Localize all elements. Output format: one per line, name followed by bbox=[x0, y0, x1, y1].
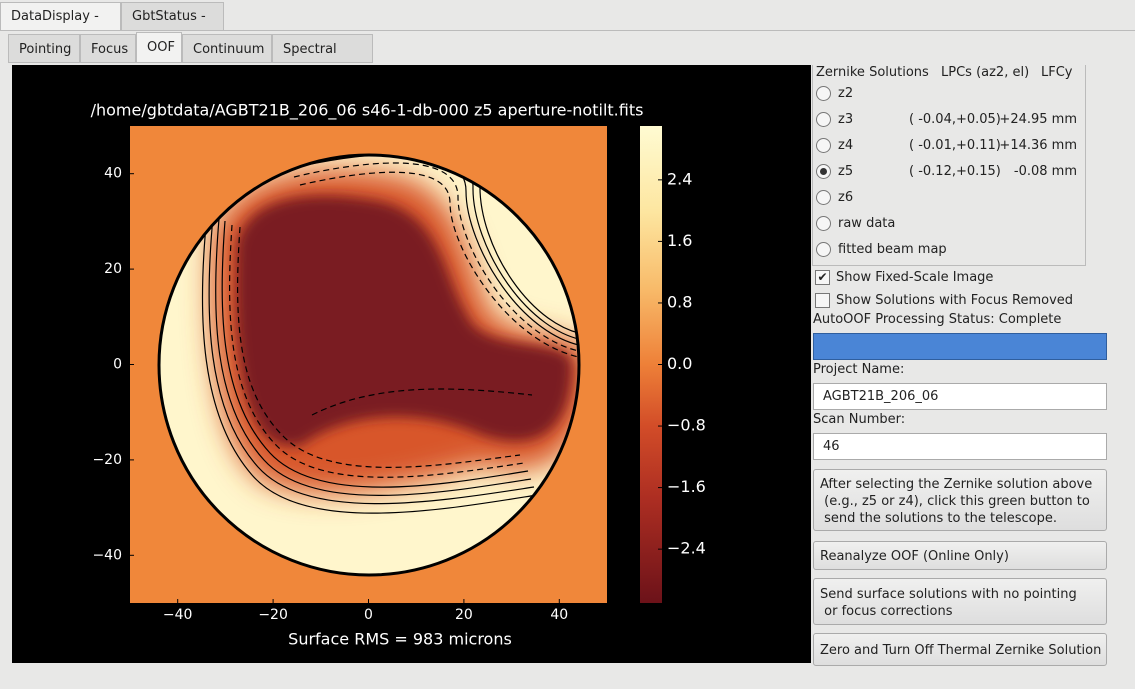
status-label: AutoOOF Processing Status: Complete bbox=[813, 312, 1062, 327]
button[interactable]: Send surface solutions with no pointing … bbox=[813, 578, 1107, 625]
button[interactable]: After selecting the Zernike solution abo… bbox=[813, 469, 1107, 531]
button-text: Reanalyze OOF (Online Only) bbox=[820, 549, 1009, 564]
button[interactable]: Zero and Turn Off Thermal Zernike Soluti… bbox=[813, 633, 1107, 666]
colorbar-tick-label: 0.8 bbox=[667, 292, 692, 311]
field-label: Scan Number: bbox=[813, 412, 906, 427]
button-text: Send surface solutions with no pointing bbox=[820, 586, 1077, 602]
radio-button[interactable] bbox=[816, 86, 831, 101]
button-text: or focus corrections bbox=[820, 603, 953, 619]
tab[interactable]: DataDisplay - 1 bbox=[0, 2, 121, 52]
colorbar-tick-label: −0.8 bbox=[667, 416, 706, 435]
radio-label[interactable]: z6 bbox=[838, 190, 854, 205]
lpc-value: ( -0.01,+0.11) bbox=[909, 138, 1001, 153]
button-text: After selecting the Zernike solution abo… bbox=[820, 476, 1093, 492]
lpc-value: ( -0.04,+0.05) bbox=[909, 112, 1001, 127]
x-tick-label: 40 bbox=[550, 607, 568, 623]
radio-label[interactable]: z5 bbox=[838, 164, 854, 179]
subtab[interactable]: Pointing bbox=[8, 34, 80, 63]
radio-label[interactable]: fitted beam map bbox=[838, 242, 947, 257]
tab-line bbox=[0, 30, 1135, 31]
lpc-value: ( -0.12,+0.15) bbox=[909, 164, 1001, 179]
radio-label[interactable]: z4 bbox=[838, 138, 854, 153]
checkbox[interactable]: ✔ bbox=[815, 270, 830, 285]
radio-button[interactable] bbox=[816, 138, 831, 153]
button-text: Zero and Turn Off Thermal Zernike Soluti… bbox=[820, 643, 1102, 658]
radio-button[interactable] bbox=[816, 112, 831, 127]
tab[interactable]: GbtStatus - 1 bbox=[121, 2, 224, 52]
radio-button[interactable] bbox=[816, 242, 831, 257]
x-tick-label: 20 bbox=[455, 607, 473, 623]
y-tick-label: 0 bbox=[113, 357, 122, 373]
radio-button[interactable] bbox=[816, 190, 831, 205]
field-label: Project Name: bbox=[813, 362, 905, 377]
zernike-header: LPCs (az2, el) bbox=[941, 65, 1030, 80]
checkbox-label[interactable]: Show Fixed-Scale Image bbox=[836, 270, 994, 285]
plot: /home/gbtdata/AGBT21B_206_06 s46-1-db-00… bbox=[12, 65, 811, 663]
plot-title: /home/gbtdata/AGBT21B_206_06 s46-1-db-00… bbox=[91, 101, 644, 121]
progress-bar bbox=[813, 333, 1107, 360]
subtab[interactable]: Spectral Line bbox=[272, 34, 373, 86]
plot-footer: Surface RMS = 983 microns bbox=[288, 630, 512, 649]
aperture-edge bbox=[157, 153, 581, 577]
colorbar-tick-label: 0.0 bbox=[667, 354, 692, 373]
scan-input[interactable]: 46 bbox=[813, 433, 1107, 460]
heatmap bbox=[159, 155, 579, 575]
project-input[interactable]: AGBT21B_206_06 bbox=[813, 383, 1107, 410]
subtab[interactable]: Continuum bbox=[182, 34, 272, 63]
subtab[interactable]: OOF bbox=[136, 32, 182, 63]
colorbar-tick-label: −2.4 bbox=[667, 539, 706, 558]
zernike-group bbox=[812, 65, 1086, 266]
radio-label[interactable]: z3 bbox=[838, 112, 854, 127]
checkbox[interactable] bbox=[815, 293, 830, 308]
button-text: (e.g., z5 or z4), click this green butto… bbox=[820, 493, 1090, 509]
button[interactable]: Reanalyze OOF (Online Only) bbox=[813, 541, 1107, 570]
colorbar-tick-label: 1.6 bbox=[667, 231, 692, 250]
colorbar-tick-label: −1.6 bbox=[667, 477, 706, 496]
lfc-value: +24.95 mm bbox=[999, 112, 1077, 127]
x-tick-label: 0 bbox=[364, 607, 373, 623]
radio-button[interactable] bbox=[816, 216, 831, 231]
radio-label[interactable]: raw data bbox=[838, 216, 896, 231]
y-tick-label: −40 bbox=[92, 547, 122, 563]
colorbar bbox=[640, 126, 662, 603]
radio-button[interactable] bbox=[816, 164, 831, 179]
x-tick-label: −20 bbox=[258, 607, 288, 623]
y-tick-label: −20 bbox=[92, 452, 122, 468]
zernike-header: LFCy bbox=[1041, 65, 1073, 80]
lfc-value: -0.08 mm bbox=[1013, 164, 1077, 179]
y-tick-label: 40 bbox=[104, 166, 122, 182]
zernike-header: Zernike Solutions bbox=[816, 65, 929, 80]
radio-label[interactable]: z2 bbox=[838, 86, 854, 101]
subtab[interactable]: Focus bbox=[80, 34, 136, 63]
checkbox-label[interactable]: Show Solutions with Focus Removed bbox=[836, 293, 1074, 308]
lfc-value: +14.36 mm bbox=[999, 138, 1077, 153]
x-tick-label: −40 bbox=[163, 607, 193, 623]
y-tick-label: 20 bbox=[104, 261, 122, 277]
colorbar-tick-label: 2.4 bbox=[667, 169, 692, 188]
button-text: send the solutions to the telescope. bbox=[820, 510, 1057, 526]
